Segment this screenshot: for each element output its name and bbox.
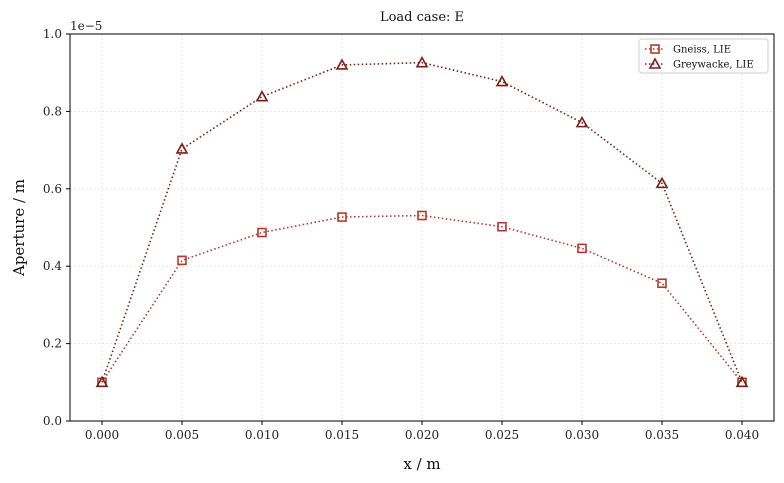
x-tick-label: 0.015 [325,428,359,442]
data-point [735,375,749,388]
chart-title: Load case: E [380,10,464,25]
x-tick-label: 0.005 [165,428,199,442]
data-point [495,74,509,87]
data-point [575,115,589,128]
x-tick-label: 0.020 [405,428,439,442]
data-point [177,255,187,266]
legend-entry: Greywacke, LIE [673,60,754,71]
x-tick-label: 0.010 [245,428,279,442]
legend-entry: Gneiss, LIE [673,45,731,56]
data-point [257,227,267,238]
legend-marker [648,57,662,69]
legend-marker [650,44,660,54]
series-group [95,55,749,388]
data-point [497,221,507,232]
y-tick-label: 0.0 [43,414,62,428]
data-point [255,90,269,102]
x-axis-label: x / m [403,455,440,473]
y-tick-label: 0.8 [43,104,62,118]
y-tick-label: 1.0 [43,27,62,41]
data-point [175,142,189,154]
y-scale-multiplier: 1e−5 [70,19,102,33]
series-line [101,214,743,383]
legend: Gneiss, LIE Greywacke, LIE [638,38,769,74]
y-axis-label: Aperture / m [10,179,28,277]
data-point [335,58,349,70]
axis-ticks: 0.000 0.005 0.010 0.015 0.020 0.025 0.030 0.035… [43,27,759,442]
data-point [577,243,587,254]
series-2 [95,55,749,388]
x-tick-label: 0.040 [725,428,759,442]
y-tick-label: 0.4 [43,259,62,273]
data-point [95,375,109,388]
y-tick-label: 0.2 [43,337,62,351]
grid [70,33,774,422]
x-tick-label: 0.000 [85,428,119,442]
legend-box [638,38,769,74]
data-point [417,210,427,221]
series-1 [97,210,747,388]
data-point [655,176,669,189]
data-point [657,278,667,289]
series-line [101,61,743,383]
x-tick-label: 0.035 [645,428,679,442]
y-tick-label: 0.6 [43,182,62,196]
x-tick-label: 0.030 [565,428,599,442]
x-tick-label: 0.025 [485,428,519,442]
data-point [337,212,347,222]
data-point [415,55,429,68]
